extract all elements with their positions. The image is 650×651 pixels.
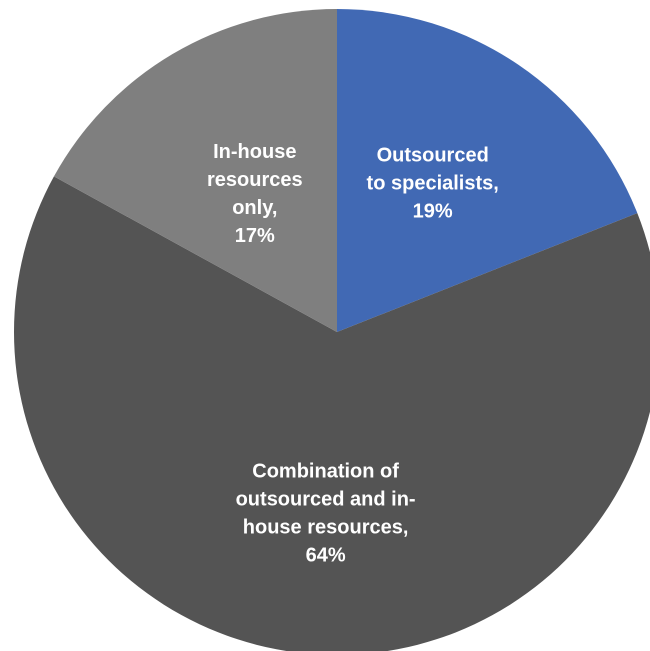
data-label-line: resources [207,169,303,191]
data-label-line: only, [232,197,277,219]
data-label-combination-of-outsourced-and-in-house-resources: Combination of outsourced and in-house re… [236,461,416,567]
data-label-line: Combination of [252,461,399,483]
pie-labels: Outsourced to specialists, 19% Combination … [207,141,499,567]
data-label-line: 17% [235,225,275,247]
pie-slice-combination-of-outsourced-and-in-house-resources [14,176,650,651]
data-label-line: In-house [213,141,296,163]
data-label-line: house resources, [243,517,409,539]
data-label-line: 64% [306,545,346,567]
data-label-in-house-resources-only: In-house resources only, 17% [207,141,303,247]
data-label-line: 19% [413,200,453,222]
data-label-line: outsourced and in- [236,489,416,511]
pie-slice-in-house-resources-only [53,8,337,332]
data-label-line: Outsourced [377,144,489,166]
pie-slice-outsourced-to-specialists [337,9,638,332]
data-label-line: to specialists, [367,172,499,194]
data-label-outsourced-to-specialists: Outsourced to specialists, 19% [367,144,499,222]
pie-slices [14,8,650,651]
